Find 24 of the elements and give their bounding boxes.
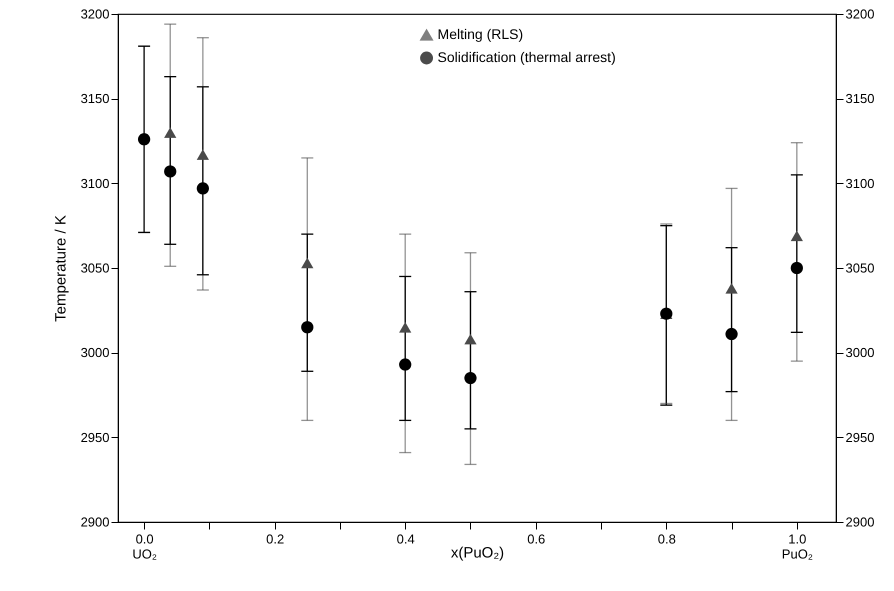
y-tick-label: 3100 [80, 176, 110, 191]
y2-tick-label: 2900 [846, 514, 874, 530]
y2-tick-label: 3000 [846, 345, 874, 360]
x-axis-title: x(PuO₂) [450, 544, 504, 562]
x-tick-label: 1.0 PuO₂ [782, 532, 813, 562]
y2-tick-label: 3200 [846, 6, 874, 22]
x-tick-label: 0.6 [527, 532, 546, 546]
y-tick-label: 3200 [80, 6, 110, 22]
x-tick-label: 0.4 [396, 532, 415, 546]
legend-label: Solidification (thermal arrest) [438, 49, 616, 65]
y2-tick-label: 3050 [846, 260, 874, 276]
y-tick-label: 3000 [80, 345, 110, 360]
y2-tick-label: 3100 [846, 176, 874, 191]
x-tick-label: 0.0 UO₂ [132, 532, 157, 562]
legend-label: Melting (RLS) [438, 26, 524, 42]
y-tick-label: 3050 [80, 260, 110, 276]
y2-tick-label: 2950 [846, 430, 874, 445]
y-tick-label: 2950 [80, 430, 110, 445]
x-tick-label: 0.8 [658, 532, 676, 546]
x-tick-label: 0.2 [266, 532, 284, 546]
y-tick-label: 3150 [80, 91, 110, 106]
y-axis-title: Temperature / K [52, 215, 70, 322]
y2-tick-label: 3150 [846, 91, 874, 106]
y-tick-label: 2900 [80, 514, 110, 530]
